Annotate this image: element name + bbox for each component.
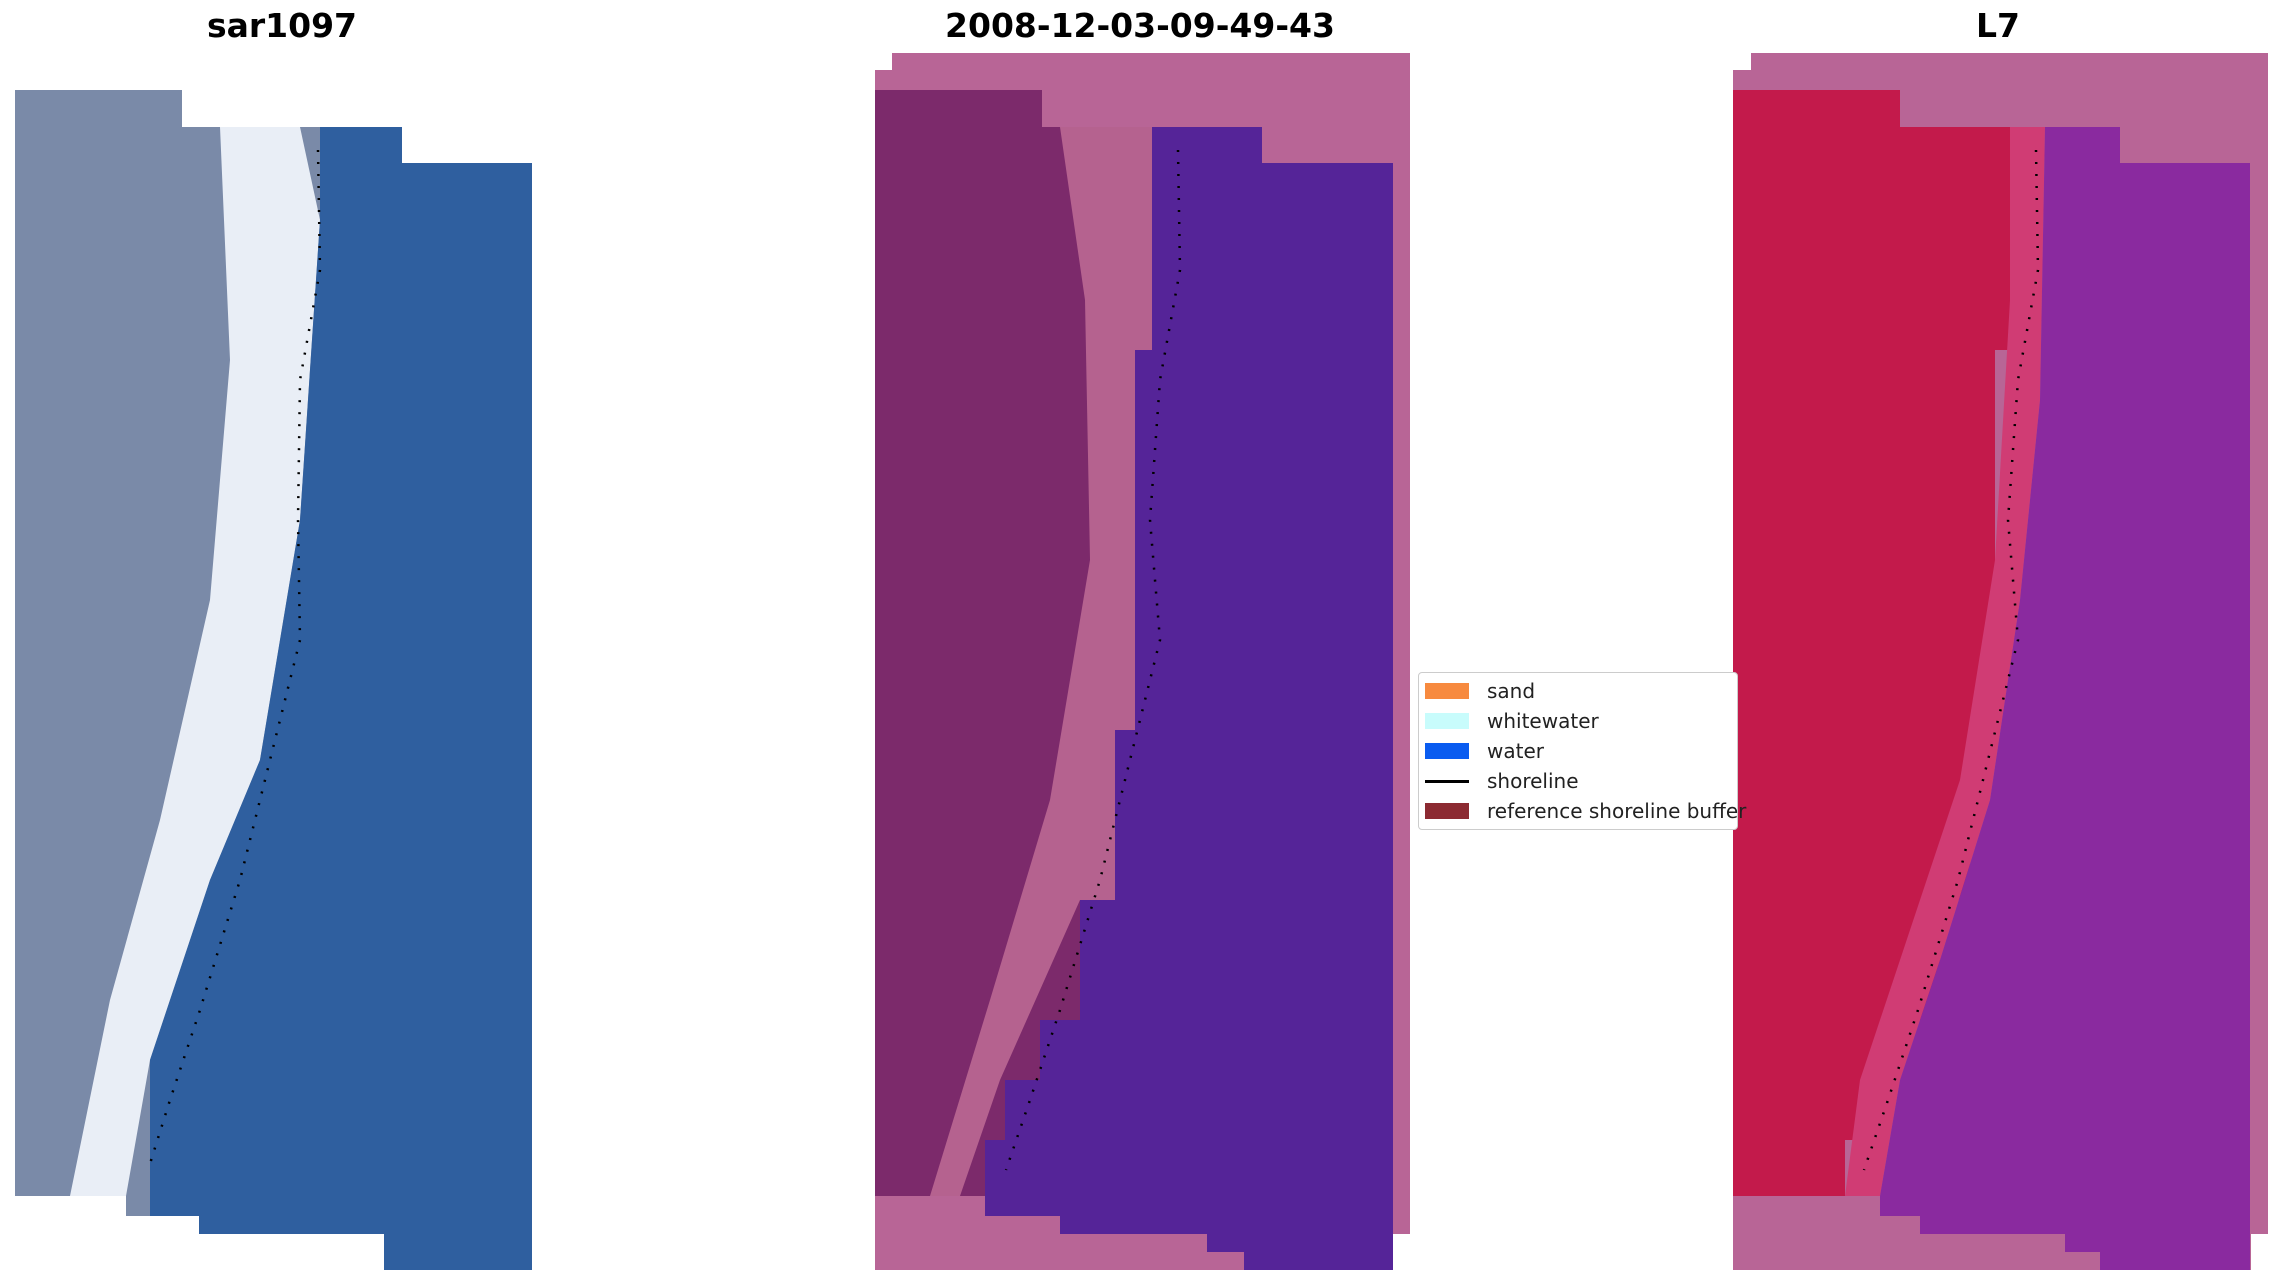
- panel-title-rgb: sar1097: [206, 6, 358, 45]
- legend-swatch-sand: [1425, 683, 1469, 699]
- l7-land-area: [1733, 90, 2010, 1196]
- panel-title-classified: 2008-12-03-09-49-43: [945, 6, 1335, 45]
- l7-pink-band: [1845, 127, 2045, 1196]
- legend-swatch-reference-buffer: [1425, 803, 1469, 819]
- rgb-whitewater-band: [70, 127, 320, 1196]
- legend-label-reference-buffer: reference shoreline buffer: [1487, 799, 1747, 823]
- legend-swatch-whitewater: [1425, 713, 1469, 729]
- rgb-shoreline: [146, 149, 322, 1171]
- legend-item-reference-buffer: reference shoreline buffer: [1425, 799, 1746, 823]
- legend-label-sand: sand: [1487, 679, 1536, 703]
- l7-water-area: [1880, 127, 2250, 1270]
- legend-item-shoreline: shoreline: [1425, 769, 1579, 793]
- legend-item-water: water: [1425, 739, 1544, 763]
- legend-label-water: water: [1487, 739, 1544, 763]
- panel-title-l7: L7: [1976, 6, 2020, 45]
- legend-item-whitewater: whitewater: [1425, 709, 1599, 733]
- legend-item-sand: sand: [1425, 679, 1535, 703]
- legend-swatch-water: [1425, 743, 1469, 759]
- rgb-water-area: [150, 127, 532, 1270]
- legend-line-shoreline: [1425, 779, 1469, 783]
- legend-label-shoreline: shoreline: [1487, 769, 1579, 793]
- legend: sand whitewater water shoreline referenc…: [1418, 672, 1746, 830]
- classified-pink-band: [930, 127, 1152, 1196]
- classified-water-area: [985, 127, 1393, 1270]
- legend-label-whitewater: whitewater: [1487, 709, 1599, 733]
- classified-land-area: [875, 90, 1152, 1196]
